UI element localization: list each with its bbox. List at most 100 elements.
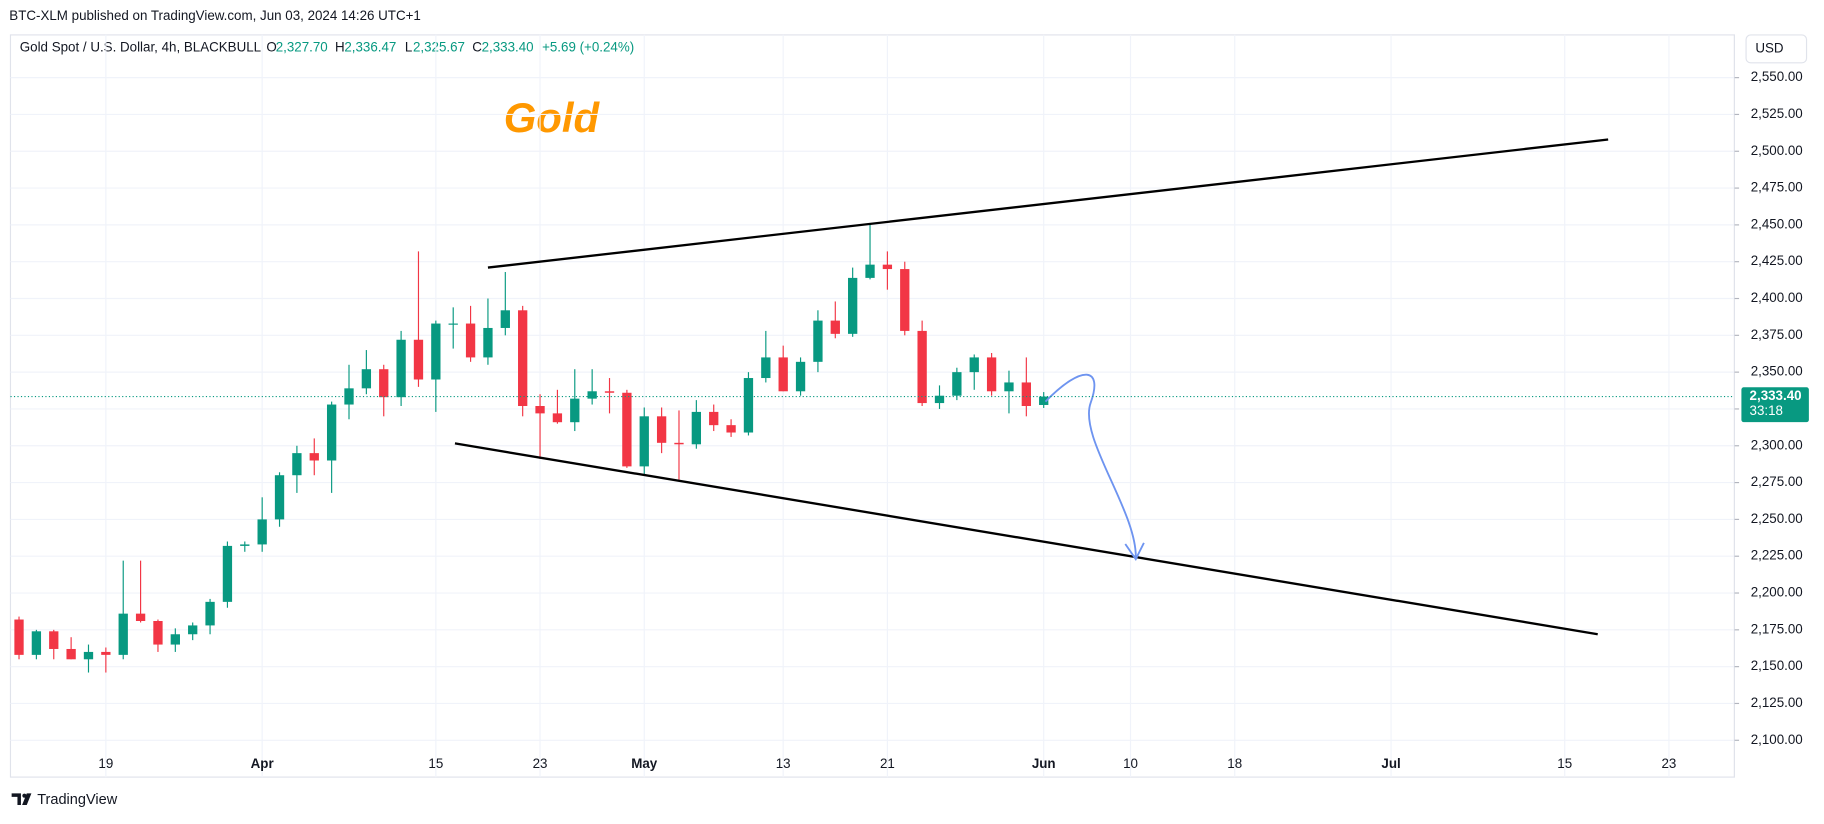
y-tick-label: 2,175.00 — [1751, 621, 1803, 636]
y-tick-label: 2,550.00 — [1751, 69, 1803, 84]
symbol: Gold Spot / U.S. Dollar, 4h, BLACKBULL — [20, 39, 261, 54]
x-tick-label: 18 — [1227, 756, 1242, 771]
candle-body — [292, 453, 302, 476]
candles — [14, 224, 1049, 673]
candle-body — [326, 404, 337, 461]
candle-body — [518, 310, 528, 407]
candle-body — [431, 323, 441, 380]
candle-body — [274, 475, 285, 520]
y-tick-label: 2,150.00 — [1751, 658, 1803, 673]
candle-body — [813, 320, 823, 362]
arrow-head — [1124, 542, 1145, 561]
candle-body — [465, 323, 476, 358]
candle-body — [205, 601, 215, 626]
candle-body — [31, 631, 42, 655]
candle-body — [900, 269, 910, 331]
trend-line — [454, 442, 1598, 636]
candle-body — [118, 613, 128, 655]
x-tick-label: 15 — [1557, 756, 1572, 771]
candle-body — [170, 634, 180, 645]
currency-button[interactable] — [1745, 34, 1808, 64]
last-price-label: 2,333.40 — [1750, 388, 1802, 403]
candle-body — [83, 651, 94, 660]
y-tick-label: 2,100.00 — [1751, 732, 1803, 747]
candle-body — [361, 369, 372, 389]
x-tick-label: May — [631, 756, 658, 771]
candle-body — [986, 357, 997, 392]
candle-body — [14, 619, 24, 655]
candle-body — [830, 320, 840, 334]
y-tick-label: 2,275.00 — [1751, 474, 1803, 489]
change: +5.69 (+0.24%) — [542, 39, 634, 54]
candle-body — [587, 391, 597, 399]
plot-frame — [9, 34, 1736, 778]
candle-body — [882, 264, 893, 270]
published-note: BTC-XLM published on TradingView.com, Ju… — [9, 8, 421, 23]
y-tick-label: 2,375.00 — [1751, 327, 1803, 342]
candle-body — [952, 372, 962, 396]
y-tick-label: 2,250.00 — [1751, 511, 1803, 526]
candle-body — [1021, 382, 1031, 407]
candle-body — [413, 339, 424, 380]
candle-body — [1039, 396, 1049, 405]
ohlc-value: 2,327.70 — [276, 39, 328, 54]
candle-body — [743, 378, 754, 433]
candle-body — [49, 631, 59, 649]
candle-body — [674, 442, 684, 445]
y-tick-label: 2,225.00 — [1751, 548, 1803, 563]
candle-body — [500, 310, 510, 328]
last-price-box — [1741, 387, 1809, 423]
ohlc-key: C — [472, 39, 482, 54]
trend-line — [487, 138, 1609, 269]
brand-logo — [11, 793, 32, 806]
candle-body — [222, 545, 233, 602]
candle-body — [396, 339, 406, 398]
x-tick-label: 23 — [1661, 756, 1676, 771]
x-tick-label: Jul — [1381, 756, 1400, 771]
candle-body — [795, 361, 806, 392]
x-tick-label: 19 — [98, 756, 113, 771]
candle-body — [483, 327, 493, 358]
brand-name: TradingView — [37, 792, 117, 808]
y-tick-label: 2,400.00 — [1751, 290, 1803, 305]
symbol-header: Gold Spot / U.S. Dollar, 4h, BLACKBULL O… — [20, 39, 634, 54]
ohlc-value: 2,325.67 — [413, 39, 465, 54]
candle-body — [917, 330, 927, 404]
candle-body — [726, 425, 736, 433]
grid — [10, 34, 1735, 778]
y-tick-label: 2,475.00 — [1751, 180, 1803, 195]
chart-title: Gold — [504, 94, 601, 141]
currency-label[interactable]: USD — [1755, 40, 1784, 55]
candle-body — [848, 277, 858, 334]
candle-body — [535, 406, 545, 414]
x-tick-label: 15 — [428, 756, 443, 771]
y-tick-label: 2,500.00 — [1751, 143, 1803, 158]
candle-body — [709, 411, 719, 426]
x-tick-label: 10 — [1123, 756, 1138, 771]
y-tick-label: 2,425.00 — [1751, 253, 1803, 268]
x-tick-label: 23 — [533, 756, 548, 771]
y-tick-label: 2,300.00 — [1751, 437, 1803, 452]
candle-body — [1004, 382, 1014, 392]
candle-body — [257, 519, 267, 545]
candle-body — [934, 395, 945, 404]
x-tick-label: 21 — [880, 756, 895, 771]
ohlc-key: H — [335, 39, 345, 54]
candle-body — [691, 411, 702, 445]
candle-body — [778, 357, 788, 392]
candle-body — [865, 264, 875, 278]
countdown-label: 33:18 — [1750, 403, 1783, 418]
candle-body — [969, 357, 979, 373]
candle-body — [379, 369, 389, 398]
x-tick-label: 13 — [776, 756, 791, 771]
candle-body — [761, 357, 771, 379]
candle-body — [101, 651, 111, 655]
candle-body — [135, 613, 146, 622]
x-tick-label: Apr — [251, 756, 274, 771]
candle-body — [240, 544, 250, 546]
ohlc-value: 2,333.40 — [482, 39, 534, 54]
candle-body — [188, 625, 198, 635]
forecast-arrow — [1044, 373, 1137, 560]
